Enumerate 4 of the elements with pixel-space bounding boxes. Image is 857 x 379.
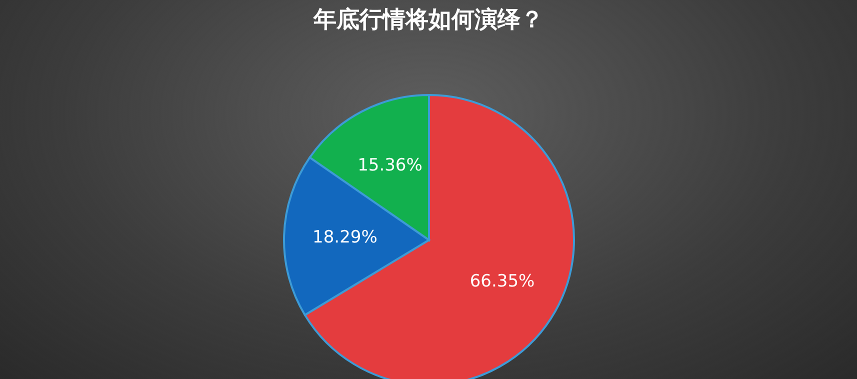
data-label: 15.36% [358, 156, 422, 176]
data-label: 66.35% [470, 271, 535, 292]
data-label: 18.29% [312, 227, 378, 248]
chart-title: 年底行情将如何演绎？ [312, 6, 544, 33]
